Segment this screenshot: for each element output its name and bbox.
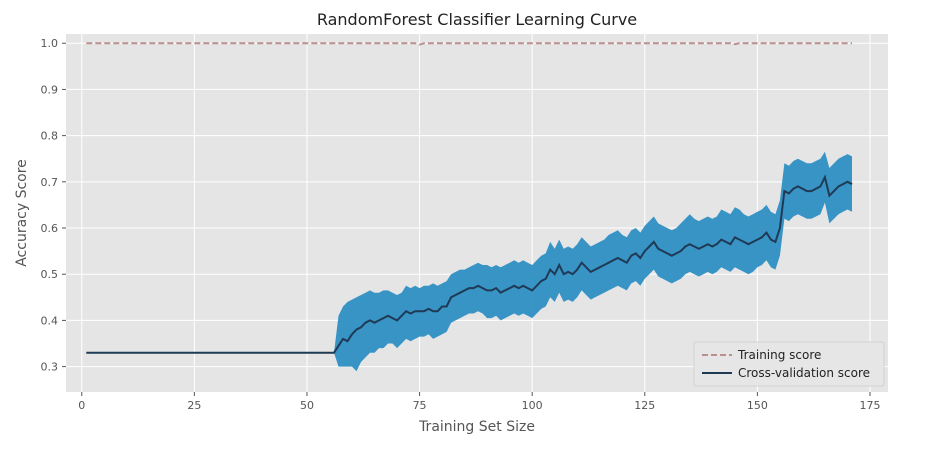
training-score-line xyxy=(86,42,852,46)
y-tick-label: 0.6 xyxy=(41,222,59,235)
y-tick-label: 0.3 xyxy=(41,361,59,374)
y-tick-label: 0.4 xyxy=(41,314,59,327)
x-axis-label: Training Set Size xyxy=(418,419,535,435)
y-axis-ticks: 0.3 0.4 0.5 0.6 0.7 0.8 0.9 1.0 xyxy=(41,37,66,374)
y-axis-label: Accuracy Score xyxy=(14,159,30,267)
x-tick-label: 150 xyxy=(747,399,768,412)
legend-training-label: Training score xyxy=(737,348,821,362)
plot-area xyxy=(66,34,888,392)
x-axis-ticks: 0 25 50 75 100 125 150 175 xyxy=(78,392,880,412)
cv-std-band xyxy=(86,151,853,372)
y-tick-label: 1.0 xyxy=(41,37,59,50)
y-tick-label: 0.5 xyxy=(41,268,59,281)
legend-box xyxy=(693,341,885,387)
x-tick-label: 75 xyxy=(413,399,427,412)
chart-title: RandomForest Classifier Learning Curve xyxy=(317,10,637,29)
y-tick-label: 0.8 xyxy=(41,130,59,143)
cv-score-line xyxy=(86,174,853,354)
legend-cv-label: Cross-validation score xyxy=(738,366,870,380)
x-tick-label: 0 xyxy=(78,399,85,412)
legend: Training score Cross-validation score xyxy=(693,341,885,387)
x-tick-label: 50 xyxy=(300,399,314,412)
x-tick-label: 175 xyxy=(859,399,880,412)
cv-confidence-band xyxy=(86,151,853,372)
y-tick-label: 0.7 xyxy=(41,176,59,189)
x-tick-label: 125 xyxy=(634,399,655,412)
x-tick-label: 100 xyxy=(522,399,543,412)
y-tick-label: 0.9 xyxy=(41,83,59,96)
series-lines xyxy=(86,42,853,354)
x-tick-label: 25 xyxy=(187,399,201,412)
